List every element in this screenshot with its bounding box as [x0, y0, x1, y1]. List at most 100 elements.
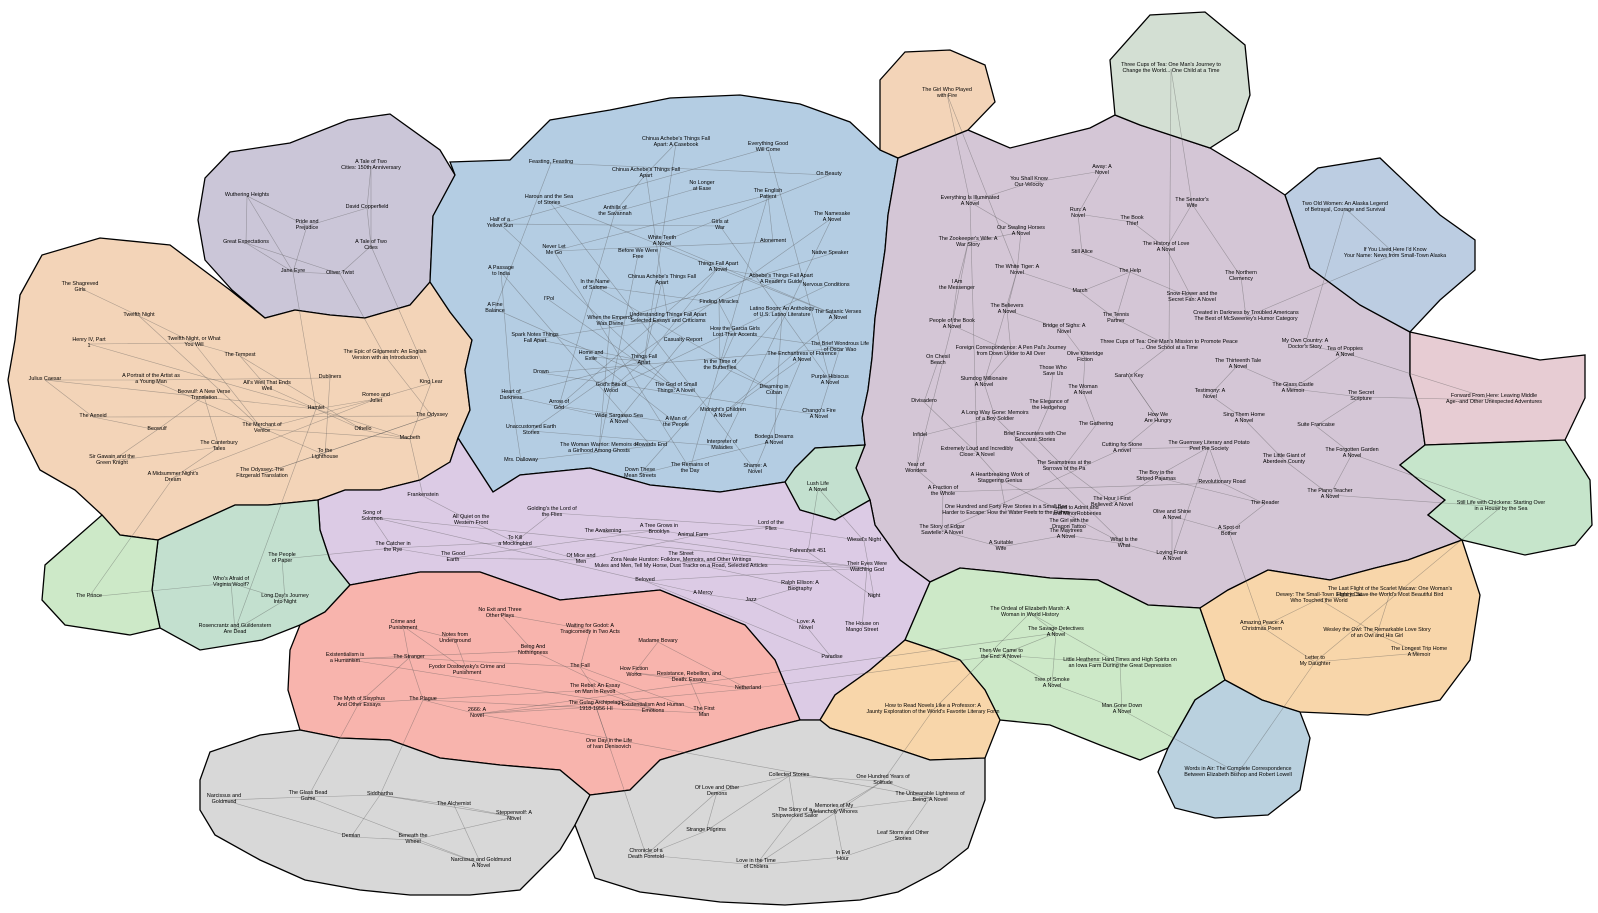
book-node-label: Achebe's Things Fall Apart A Reader's Gui…	[749, 273, 813, 285]
book-node-label: Olive and Shine A Novel	[1153, 509, 1191, 521]
book-node-label: The Glass Bead Game	[289, 790, 328, 802]
book-node-label-line: Man	[699, 712, 710, 718]
edge	[530, 217, 833, 432]
edge	[951, 324, 1012, 353]
book-node-label: Hard to Admit and and MinorRobberies	[1053, 505, 1102, 517]
edge	[1082, 357, 1086, 392]
book-node-label-line: on Man in Revolt	[575, 689, 616, 695]
book-node-label-line: to India	[492, 271, 510, 277]
book-node-label-line: Biography	[788, 586, 813, 592]
book-node-label-line: The Shagreved	[62, 281, 99, 287]
book-node-label: Forward From Here: Leaving Middle Age--an…	[1446, 393, 1542, 405]
graph-edges	[44, 68, 1502, 866]
book-node-label-line: The Story of a	[778, 807, 812, 813]
edge	[193, 342, 241, 357]
book-node-label-line: Still Life with Chickens: Starting Over	[1457, 500, 1546, 506]
edge	[1129, 271, 1193, 299]
book-node-label-line: A Novel	[961, 201, 980, 207]
book-node-label-line: of Salome	[583, 285, 607, 291]
edge	[1016, 270, 1081, 293]
edge	[1111, 476, 1157, 504]
book-node-label-line: The Little Giant of	[1263, 453, 1306, 459]
edge	[1034, 437, 1065, 468]
edge	[476, 632, 1057, 715]
book-node-label: A Tale of Two Cities: 150th Anniversary	[341, 159, 401, 171]
book-node-label-line: The Senator's	[1175, 197, 1209, 203]
book-node-label: Animal Farm	[678, 532, 709, 538]
book-node-label-line: All's Well That Ends	[243, 380, 291, 386]
book-node-label: The Zookeeper's Wife: A War Story	[939, 236, 998, 248]
edge	[1165, 203, 1193, 249]
book-node-label: The Girl Who Played with Fire	[922, 87, 972, 99]
book-node-label-line: All Quiet on the	[453, 514, 490, 520]
edge	[150, 377, 331, 381]
book-node-label-line: Wonders	[905, 468, 927, 474]
edge	[661, 280, 669, 320]
book-node-label-line: Fall Apart	[524, 338, 547, 344]
edge	[833, 809, 844, 858]
edge	[719, 365, 775, 392]
book-node-label-line: Brooklyn	[649, 529, 670, 535]
edge	[983, 351, 1012, 384]
edge	[532, 650, 654, 710]
book-node-label-line: Macbeth	[400, 435, 421, 441]
book-node-label-line: The People	[268, 552, 296, 558]
book-node-label-line: Mango Street	[846, 627, 879, 633]
book-node-label-line: Infidel	[913, 432, 927, 438]
book-node-label-line: When the Emperor	[587, 315, 632, 321]
book-node-label-line: Death Foretold	[628, 854, 664, 860]
book-node-label-line: Zora Neale Hurston: Folklore, Memoirs, a…	[611, 557, 752, 563]
book-node-label-line: Golding's the Lord of	[527, 506, 577, 512]
edge	[172, 446, 220, 479]
book-labels: A Tale of Two Cities: 150th AnniversaryWu…	[29, 62, 1546, 870]
book-node-label: The Little Giant of Aberdeen County	[1263, 453, 1306, 465]
book-node-label: Narcissus and Goldmund	[207, 793, 241, 805]
book-node-label-line: I'Pol	[544, 296, 554, 302]
book-node-label-line: Away: A	[1092, 164, 1112, 170]
book-node-label: When the Emperor Was Divine	[587, 315, 632, 327]
edge	[375, 382, 432, 400]
edge	[932, 612, 1031, 711]
book-node-label-line: Leaf Storm and Other	[877, 830, 929, 836]
book-node-label-line: The Brief Wondrous Life	[811, 341, 869, 347]
book-node-label-line: I Am	[952, 279, 963, 285]
book-node-label-line: Spark Notes Things	[511, 332, 559, 338]
book-node-label: Howards End	[635, 442, 667, 448]
book-node-label: The Myth of Sisyphus And Other Essays	[333, 696, 385, 708]
edge	[602, 529, 660, 533]
book-node-label-line: Fiction	[1077, 357, 1093, 363]
edge	[999, 478, 1007, 512]
book-node-label-line: Of Mice and	[566, 553, 595, 559]
book-node-label: Jane Eyre	[281, 268, 305, 274]
edge	[499, 147, 769, 225]
edge	[499, 613, 534, 652]
book-node-label-line: Slumdog Millionaire	[960, 376, 1007, 382]
edge	[379, 794, 455, 806]
edge	[476, 706, 597, 715]
edge	[1243, 418, 1285, 461]
book-node-label-line: Mules and Men, Tell My Horse, Dust Track…	[594, 563, 767, 569]
edge	[500, 271, 512, 397]
book-node-label: Cutting for Stone A novel	[1102, 442, 1142, 454]
book-node-label: One Day in the Life of Ivan Denisovich	[586, 738, 632, 750]
book-node-label-line: How We	[1148, 412, 1168, 418]
edge	[692, 535, 809, 553]
edge	[609, 253, 831, 323]
book-node-label-line: Goldmund	[212, 799, 237, 805]
book-node-label-line: The Best of McSweeney's Humor Category	[1194, 316, 1297, 322]
edge	[923, 360, 939, 403]
book-node-label-line: A Novel	[1343, 453, 1362, 459]
book-node-label-line: Punishment	[453, 670, 482, 676]
book-node-label: The History of Love A Novel	[1143, 241, 1190, 253]
book-node-label-line: Juliet	[370, 398, 383, 404]
book-node-label: On Chesil Beach	[926, 354, 950, 366]
book-node-label: Arrow of God	[549, 399, 570, 411]
edge	[193, 342, 263, 430]
book-node-label: Bodega Dreams A Novel	[755, 434, 794, 446]
edge	[1063, 466, 1113, 504]
edge	[1006, 270, 1018, 311]
edge	[1016, 231, 1022, 272]
book-node-label-line: Novel	[1071, 213, 1085, 219]
book-node-label-line: Green Knight	[96, 460, 128, 466]
edge	[138, 315, 263, 430]
